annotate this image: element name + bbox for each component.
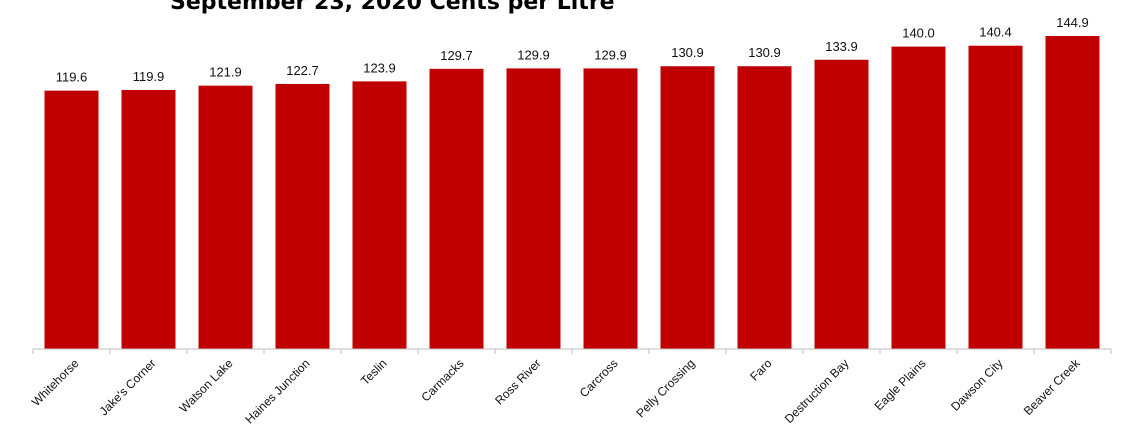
bar-value-label: 144.9 [1056, 15, 1089, 30]
bar-value-label: 119.9 [133, 69, 165, 84]
bar-value-label: 130.9 [748, 45, 781, 60]
bar [583, 68, 638, 349]
category-label: Carmacks [419, 356, 467, 404]
category-label: Eagle Plains [872, 356, 929, 413]
bar-value-label: 133.9 [825, 39, 858, 54]
category-label: Watson Lake [177, 356, 236, 415]
bar [352, 81, 407, 350]
bar [44, 90, 99, 350]
bar [275, 83, 330, 349]
bar-value-label: 129.7 [440, 48, 473, 63]
bar-value-label: 140.0 [902, 26, 935, 41]
bar [968, 45, 1023, 350]
bar [814, 59, 869, 349]
bar [660, 66, 715, 349]
bar-value-label: 129.9 [517, 47, 550, 62]
bar [506, 68, 561, 349]
bar-value-label: 121.9 [209, 65, 242, 80]
x-ticks-group [32, 349, 1112, 354]
bar-value-label: 119.6 [56, 70, 88, 85]
bar [429, 68, 484, 349]
category-label: Destruction Bay [782, 356, 852, 426]
category-label: Jake's Corner [97, 356, 159, 418]
category-label: Faro [747, 356, 775, 384]
bar [121, 90, 176, 350]
category-label: Haines Junction [242, 356, 312, 426]
bar [198, 85, 253, 349]
bar-value-label: 123.9 [363, 60, 396, 75]
bar [1045, 36, 1100, 349]
bars-group [44, 36, 1100, 350]
bar-value-label: 129.9 [594, 47, 627, 62]
category-label: Ross River [492, 356, 543, 407]
chart-title: September 23, 2020 Cents per Litre [170, 0, 615, 15]
category-label: Pelly Crossing [633, 356, 697, 420]
category-label: Teslin [358, 356, 390, 388]
category-label: Whitehorse [29, 356, 82, 409]
bar [737, 66, 792, 349]
category-label: Dawson City [948, 356, 1006, 414]
bar [891, 46, 946, 350]
bar-value-label: 130.9 [671, 45, 704, 60]
category-label: Carcross [577, 356, 621, 400]
bar-value-label: 140.4 [979, 25, 1012, 40]
category-labels-group: Whitehorse Jake's Corner Watson Lake Haines… [29, 356, 1084, 427]
bar-value-label: 122.7 [286, 63, 319, 78]
value-labels-group: 119.6 119.9 121.9 122.7 123.9 129.7 129.9 129.9… [56, 15, 1089, 85]
category-label: Beaver Creek [1021, 356, 1083, 418]
